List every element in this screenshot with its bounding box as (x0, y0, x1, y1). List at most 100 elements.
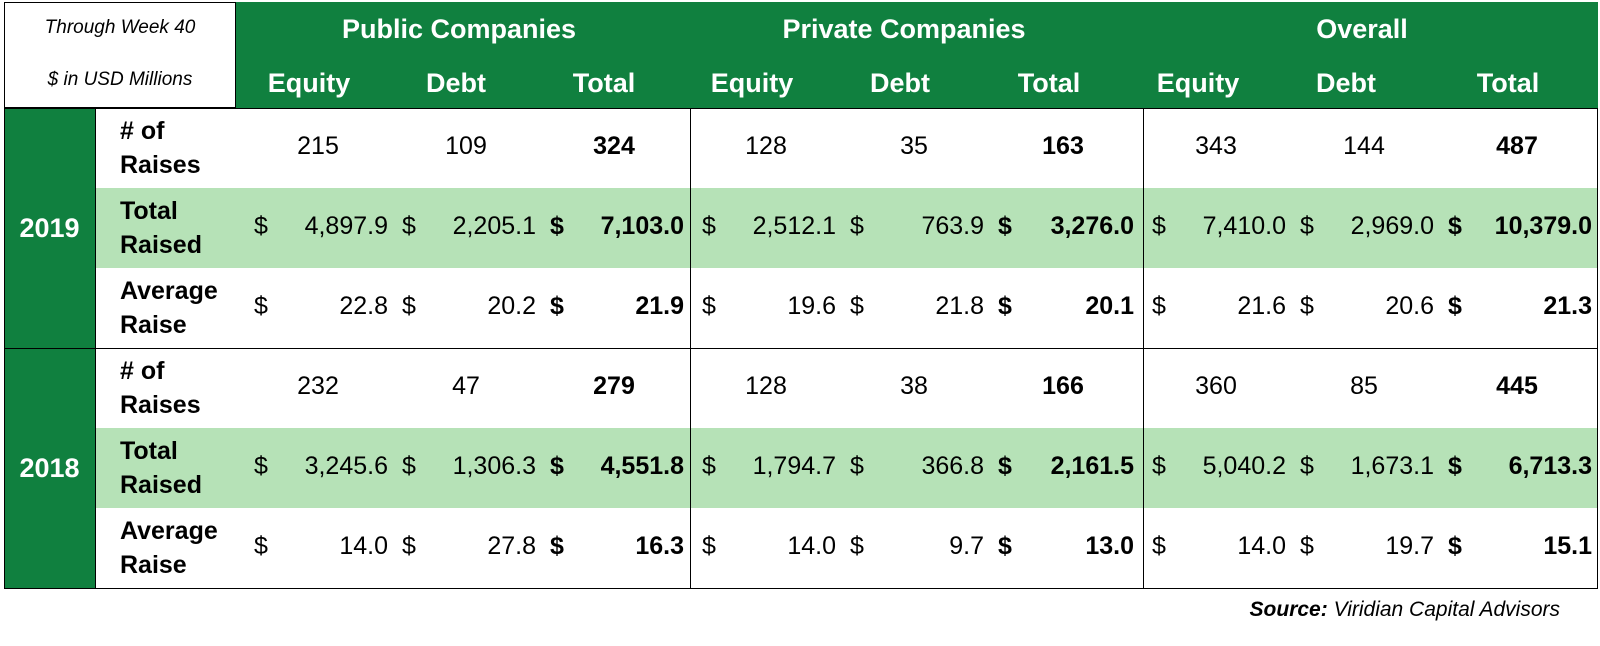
column-header: Total (572, 68, 636, 98)
cell-value: 14.0 (1237, 532, 1286, 560)
table-cell: $2,512.1 (692, 188, 840, 268)
table-row: # of Raises 232 47 279 128 38 166 360 85 445 (96, 348, 1598, 428)
currency-symbol: $ (998, 452, 1012, 480)
table-cell: 166 (988, 348, 1138, 428)
currency-symbol: $ (1300, 292, 1314, 320)
table-cell: $1,306.3 (392, 428, 540, 508)
currency-symbol: $ (702, 292, 716, 320)
column-header: Equity (1156, 68, 1240, 98)
cell-value: 2,205.1 (452, 212, 536, 240)
cell-value: 1,673.1 (1350, 452, 1434, 480)
table-header: Public Companies Private Companies Overa… (236, 2, 1598, 108)
currency-symbol: $ (702, 212, 716, 240)
table-cell: 85 (1290, 348, 1438, 428)
cell-value: 215 (297, 132, 339, 160)
cell-value: 343 (1195, 132, 1237, 160)
cell-value: 279 (593, 372, 635, 400)
cell-value: 7,103.0 (600, 212, 684, 240)
table-cell: 232 (244, 348, 392, 428)
cell-value: 763.9 (921, 212, 984, 240)
cell-value: 21.3 (1543, 292, 1592, 320)
table-cell: 445 (1438, 348, 1596, 428)
table-cell: $21.3 (1438, 268, 1596, 348)
table-cell: 144 (1290, 108, 1438, 188)
source-label: Source: (1249, 598, 1328, 621)
row-label: Total Raised (120, 197, 202, 259)
table-cell: $6,713.3 (1438, 428, 1596, 508)
table-row: Average Raise $14.0 $27.8 $16.3 $14.0 $9.7 $13… (96, 508, 1598, 588)
table-cell: 360 (1142, 348, 1290, 428)
table-row: Total Raised $3,245.6 $1,306.3 $4,551.8 $1,7… (96, 428, 1598, 508)
table-cell: 215 (244, 108, 392, 188)
currency-symbol: $ (1152, 452, 1166, 480)
table-cell: 128 (692, 108, 840, 188)
row-label: Average Raise (120, 517, 218, 579)
table-cell: 109 (392, 108, 540, 188)
table-cell: $3,245.6 (244, 428, 392, 508)
cell-value: 4,551.8 (600, 452, 684, 480)
row-label: Average Raise (120, 277, 218, 339)
table-cell: 35 (840, 108, 988, 188)
column-header: Debt (426, 68, 486, 98)
table-cell: $763.9 (840, 188, 988, 268)
currency-symbol: $ (998, 532, 1012, 560)
source-text: Viridian Capital Advisors (1333, 598, 1560, 621)
cell-value: 10,379.0 (1494, 212, 1592, 240)
table-cell: $4,897.9 (244, 188, 392, 268)
table-cell: $9.7 (840, 508, 988, 588)
currency-symbol: $ (254, 212, 268, 240)
table-cell: $7,410.0 (1142, 188, 1290, 268)
currency-symbol: $ (550, 292, 564, 320)
table-cell: 47 (392, 348, 540, 428)
table-cell: $21.8 (840, 268, 988, 348)
table-cell: $27.8 (392, 508, 540, 588)
cell-value: 21.8 (935, 292, 984, 320)
table-cell: $14.0 (692, 508, 840, 588)
column-header: Total (1476, 68, 1540, 98)
cell-value: 27.8 (487, 532, 536, 560)
table-cell: 343 (1142, 108, 1290, 188)
currency-symbol: $ (1152, 212, 1166, 240)
divider (4, 108, 5, 588)
currency-symbol: $ (850, 532, 864, 560)
currency-symbol: $ (1152, 292, 1166, 320)
table-cell: 279 (540, 348, 688, 428)
table-cell: $2,205.1 (392, 188, 540, 268)
cell-value: 360 (1195, 372, 1237, 400)
cell-value: 15.1 (1543, 532, 1592, 560)
period-note: Through Week 40 (44, 17, 196, 38)
cell-value: 2,969.0 (1350, 212, 1434, 240)
table-cell: $22.8 (244, 268, 392, 348)
cell-value: 163 (1042, 132, 1084, 160)
column-header: Debt (1316, 68, 1376, 98)
divider (4, 348, 1598, 349)
table-cell: $21.9 (540, 268, 688, 348)
year-label: 2018 (4, 348, 96, 588)
table-cell: $20.1 (988, 268, 1138, 348)
table-cell: $4,551.8 (540, 428, 688, 508)
cell-value: 232 (297, 372, 339, 400)
divider (1143, 108, 1144, 588)
table-cell: $3,276.0 (988, 188, 1138, 268)
cell-value: 21.6 (1237, 292, 1286, 320)
cell-value: 19.7 (1385, 532, 1434, 560)
cell-value: 20.6 (1385, 292, 1434, 320)
currency-symbol: $ (402, 212, 416, 240)
cell-value: 1,306.3 (452, 452, 536, 480)
currency-symbol: $ (850, 212, 864, 240)
divider (1597, 108, 1598, 588)
cell-value: 324 (593, 132, 635, 160)
group-header-overall: Overall (1316, 14, 1408, 44)
table-cell: $19.6 (692, 268, 840, 348)
table-cell: 163 (988, 108, 1138, 188)
table-cell: $21.6 (1142, 268, 1290, 348)
currency-symbol: $ (1448, 532, 1462, 560)
currency-symbol: $ (998, 212, 1012, 240)
currency-symbol: $ (702, 452, 716, 480)
units-note: Through Week 40 $ in USD Millions (4, 2, 236, 108)
cell-value: 47 (452, 372, 480, 400)
currency-symbol: $ (1300, 212, 1314, 240)
row-label: # of Raises (120, 357, 201, 419)
table-cell: $1,794.7 (692, 428, 840, 508)
cell-value: 2,512.1 (752, 212, 836, 240)
